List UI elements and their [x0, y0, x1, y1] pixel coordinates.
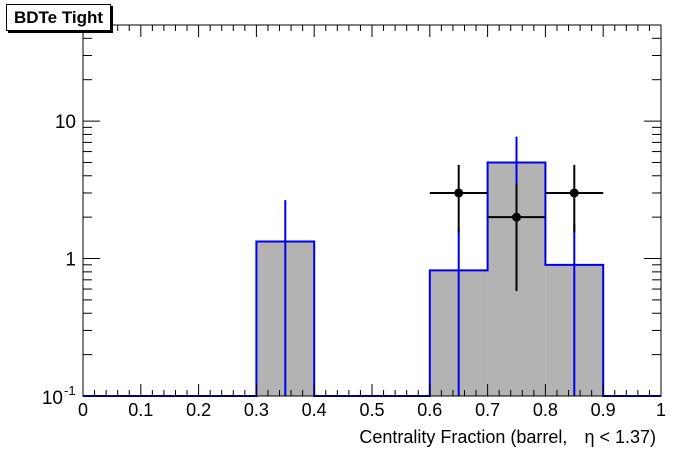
x-tick-label: 0.3: [244, 400, 269, 420]
x-tick-label: 0.1: [128, 400, 153, 420]
x-tick-label: 0.2: [186, 400, 211, 420]
x-axis-label: Centrality Fraction (barrel, η < 1.37): [359, 427, 656, 447]
data-point: [454, 188, 464, 198]
x-axis-label-math: η < 1.37): [584, 427, 656, 447]
x-tick-label: 0.4: [302, 400, 327, 420]
x-tick-label: 0: [78, 400, 88, 420]
chart-title: BDTe Tight: [6, 4, 112, 31]
data-points: [429, 164, 604, 292]
x-tick-label: 0.8: [533, 400, 558, 420]
data-point: [569, 188, 579, 198]
x-tick-label: 0.9: [591, 400, 616, 420]
x-tick-label: 1: [656, 400, 666, 420]
x-axis-label-text: Centrality Fraction (barrel,: [359, 427, 567, 447]
data-point: [512, 212, 521, 222]
plot-frame: [82, 24, 662, 397]
x-tick-labels: 0 0.1 0.2 0.3 0.4 0.5 0.6 0.7 0.8 0.9 1: [78, 400, 666, 420]
y-tick-label-bottom-exponent: -1: [64, 383, 76, 398]
y-tick-label: 1: [65, 250, 76, 271]
x-tick-label: 0.7: [475, 400, 500, 420]
x-tick-label: 0.5: [359, 400, 384, 420]
y-tick-label-bottom: 10: [42, 388, 63, 409]
x-tick-label: 0.6: [417, 400, 442, 420]
y-tick-label: 10: [55, 112, 76, 133]
